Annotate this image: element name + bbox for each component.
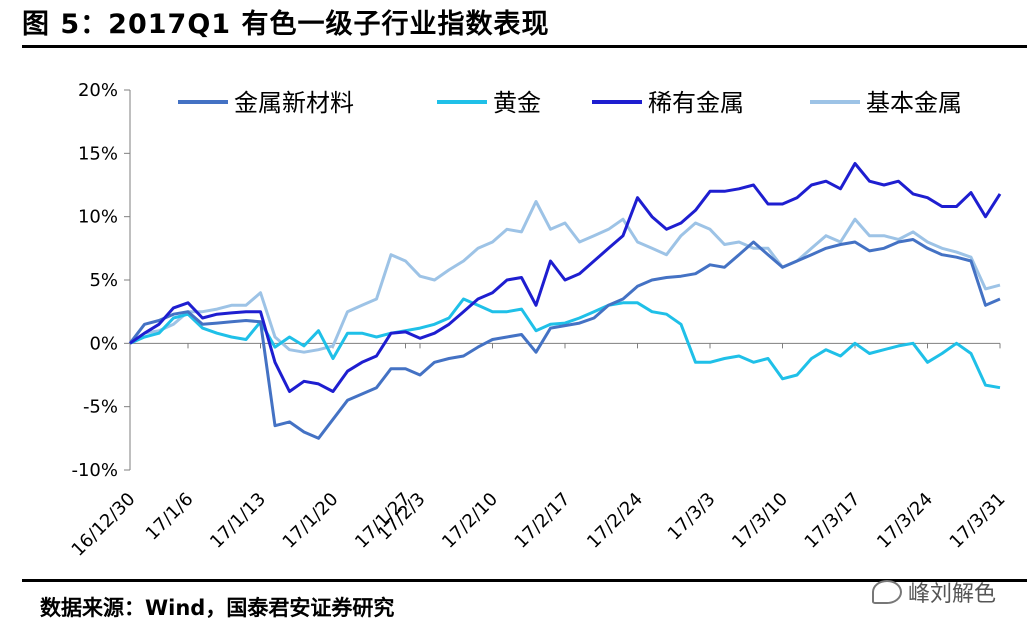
y-tick-label: 10%	[78, 207, 118, 228]
y-tick-label: 0%	[89, 333, 118, 354]
x-tick-label: 16/12/30	[68, 489, 140, 561]
y-tick-label: 5%	[89, 270, 118, 291]
x-tick-label: 17/1/13	[206, 489, 270, 553]
x-tick-label: 17/3/24	[873, 489, 937, 553]
series-line-1	[128, 238, 1001, 440]
x-tick-label: 17/3/31	[946, 489, 1010, 553]
chart-axes: -10% -5% 0% 5% 10% 15% 20% 16/12/30 17/1/6 17/1/1…	[68, 80, 1010, 561]
y-tick-label: -10%	[71, 460, 118, 481]
series-line-3	[129, 162, 1002, 393]
line-chart: -10% -5% 0% 5% 10% 15% 20% 16/12/30 17/1/6 17/1/1…	[68, 80, 1010, 561]
x-tick-label: 17/3/17	[801, 489, 865, 553]
x-tick-label: 17/3/10	[728, 489, 792, 553]
wechat-icon	[871, 580, 902, 604]
top-rule	[22, 45, 1027, 48]
x-tick-label: 17/3/3	[664, 489, 720, 545]
chart-legend: 金属新材料 黄金 稀有金属 基本金属	[178, 89, 962, 117]
chart-series	[128, 162, 1002, 440]
legend-label: 基本金属	[866, 89, 962, 117]
y-tick-label: -5%	[83, 397, 118, 418]
x-tick-label: 17/2/24	[583, 489, 647, 553]
x-tick-label: 17/2/17	[511, 489, 575, 553]
y-tick-label: 20%	[78, 80, 118, 101]
source-note: 数据来源：Wind，国泰君安证券研究	[40, 596, 395, 620]
series-line-4	[129, 200, 1001, 354]
legend-label: 黄金	[493, 89, 541, 117]
x-tick-label: 17/2/10	[438, 489, 502, 553]
x-tick-label: 17/1/6	[142, 489, 198, 545]
legend-label: 稀有金属	[648, 89, 744, 117]
series-line-2	[129, 297, 1001, 390]
legend-label: 金属新材料	[234, 89, 354, 117]
bottom-rule	[22, 579, 1027, 582]
watermark-text: 峰刘解色	[907, 582, 996, 607]
x-tick-label: 17/1/20	[279, 489, 343, 553]
chart-title: 图 5：2017Q1 有色一级子行业指数表现	[22, 9, 550, 40]
y-tick-label: 15%	[78, 143, 118, 164]
watermark: 峰刘解色	[871, 576, 996, 608]
